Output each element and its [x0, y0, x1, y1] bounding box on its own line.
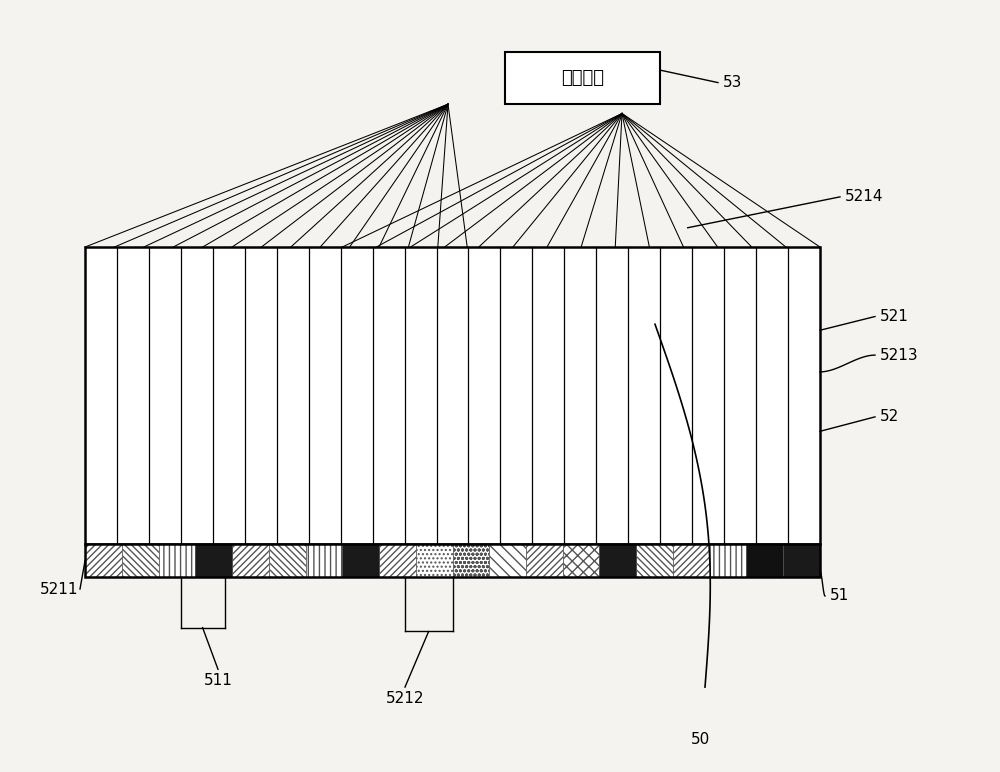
Bar [342, 544, 379, 577]
Bar [342, 544, 379, 577]
Text: 5214: 5214 [845, 189, 884, 205]
Bar [232, 544, 269, 577]
Text: 5212: 5212 [386, 691, 424, 706]
Bar [563, 544, 600, 577]
Text: 53: 53 [723, 75, 742, 90]
Bar [636, 544, 673, 577]
Text: 控制模块: 控制模块 [561, 69, 604, 87]
Bar [783, 544, 820, 577]
Text: 5213: 5213 [880, 347, 919, 363]
Bar [195, 544, 232, 577]
Bar [85, 544, 122, 577]
Text: 50: 50 [690, 732, 710, 747]
Bar [489, 544, 526, 577]
Bar [505, 52, 660, 104]
Bar [158, 544, 195, 577]
Bar [269, 544, 306, 577]
Bar [673, 544, 710, 577]
Bar [122, 544, 158, 577]
Text: 521: 521 [880, 309, 909, 324]
Bar [526, 544, 563, 577]
Bar [195, 544, 232, 577]
Text: 511: 511 [204, 673, 232, 689]
Bar [710, 544, 746, 577]
Bar [599, 544, 636, 577]
Text: 5211: 5211 [40, 581, 78, 597]
Bar [416, 544, 452, 577]
Bar [379, 544, 416, 577]
Bar [85, 544, 820, 577]
Bar [599, 544, 636, 577]
Bar [452, 544, 489, 577]
Bar [85, 544, 820, 577]
Bar [783, 544, 820, 577]
Bar [85, 247, 820, 544]
Text: 51: 51 [830, 588, 849, 604]
Text: 52: 52 [880, 409, 899, 425]
Bar [306, 544, 342, 577]
Bar [746, 544, 783, 577]
